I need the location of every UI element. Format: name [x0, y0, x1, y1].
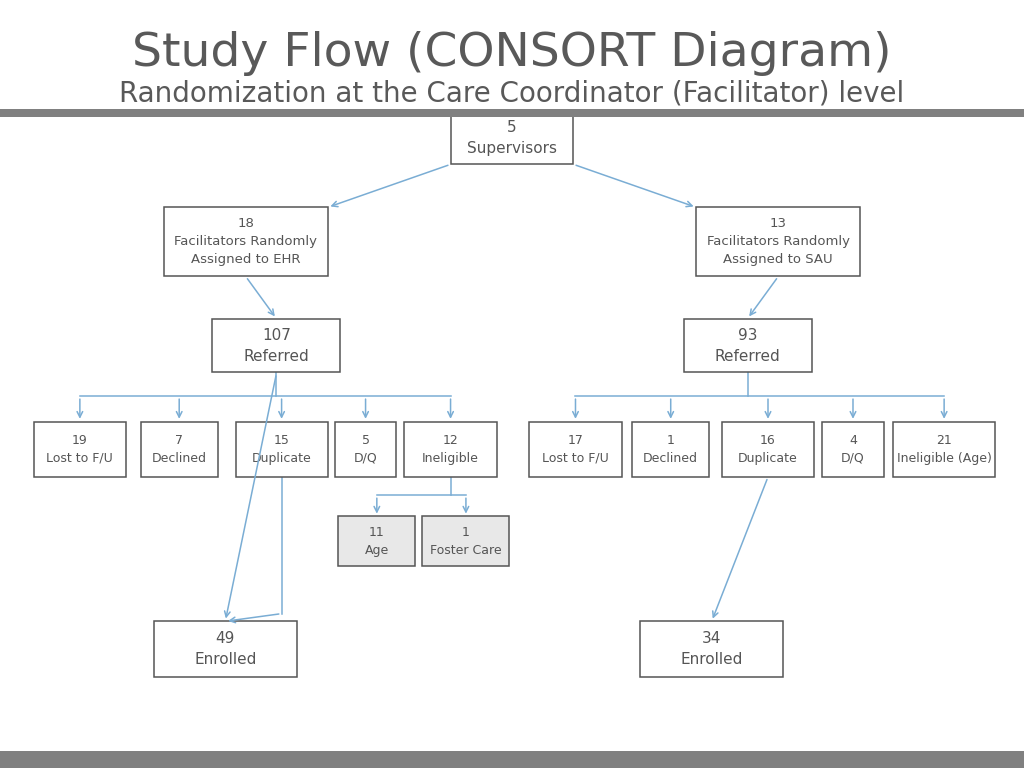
FancyBboxPatch shape: [696, 207, 860, 276]
Text: 1
Foster Care: 1 Foster Care: [430, 526, 502, 557]
Text: Study Flow (CONSORT Diagram): Study Flow (CONSORT Diagram): [132, 31, 892, 76]
Text: 1
Declined: 1 Declined: [643, 434, 698, 465]
FancyBboxPatch shape: [529, 422, 622, 477]
FancyBboxPatch shape: [338, 517, 416, 567]
FancyBboxPatch shape: [640, 621, 783, 677]
Text: 16
Duplicate: 16 Duplicate: [738, 434, 798, 465]
FancyBboxPatch shape: [822, 422, 884, 477]
FancyBboxPatch shape: [154, 621, 297, 677]
Text: 49
Enrolled: 49 Enrolled: [195, 631, 256, 667]
Text: 18
Facilitators Randomly
Assigned to EHR: 18 Facilitators Randomly Assigned to EHR: [174, 217, 317, 266]
FancyBboxPatch shape: [893, 422, 995, 477]
Text: 93
Referred: 93 Referred: [715, 328, 780, 363]
FancyBboxPatch shape: [213, 319, 340, 372]
FancyBboxPatch shape: [236, 422, 328, 477]
FancyBboxPatch shape: [451, 112, 573, 164]
Text: 4
D/Q: 4 D/Q: [841, 434, 865, 465]
FancyBboxPatch shape: [684, 319, 811, 372]
FancyBboxPatch shape: [404, 422, 497, 477]
FancyBboxPatch shape: [633, 422, 709, 477]
Text: 7
Declined: 7 Declined: [152, 434, 207, 465]
Text: Randomization at the Care Coordinator (Facilitator) level: Randomization at the Care Coordinator (F…: [120, 80, 904, 108]
Text: 15
Duplicate: 15 Duplicate: [252, 434, 311, 465]
Text: 17
Lost to F/U: 17 Lost to F/U: [542, 434, 609, 465]
FancyBboxPatch shape: [34, 422, 126, 477]
Text: 34
Enrolled: 34 Enrolled: [681, 631, 742, 667]
FancyBboxPatch shape: [335, 422, 396, 477]
Text: 21
Ineligible (Age): 21 Ineligible (Age): [897, 434, 991, 465]
Text: 107
Referred: 107 Referred: [244, 328, 309, 363]
Text: 11
Age: 11 Age: [365, 526, 389, 557]
FancyBboxPatch shape: [140, 422, 217, 477]
Bar: [0, 751, 1024, 768]
Text: 13
Facilitators Randomly
Assigned to SAU: 13 Facilitators Randomly Assigned to SAU: [707, 217, 850, 266]
Text: 19
Lost to F/U: 19 Lost to F/U: [46, 434, 114, 465]
FancyBboxPatch shape: [164, 207, 328, 276]
Text: 5
D/Q: 5 D/Q: [353, 434, 378, 465]
Text: 5
Supervisors: 5 Supervisors: [467, 121, 557, 156]
FancyBboxPatch shape: [722, 422, 814, 477]
FancyBboxPatch shape: [423, 517, 510, 567]
Bar: [0, 109, 1024, 117]
Text: 12
Ineligible: 12 Ineligible: [422, 434, 479, 465]
